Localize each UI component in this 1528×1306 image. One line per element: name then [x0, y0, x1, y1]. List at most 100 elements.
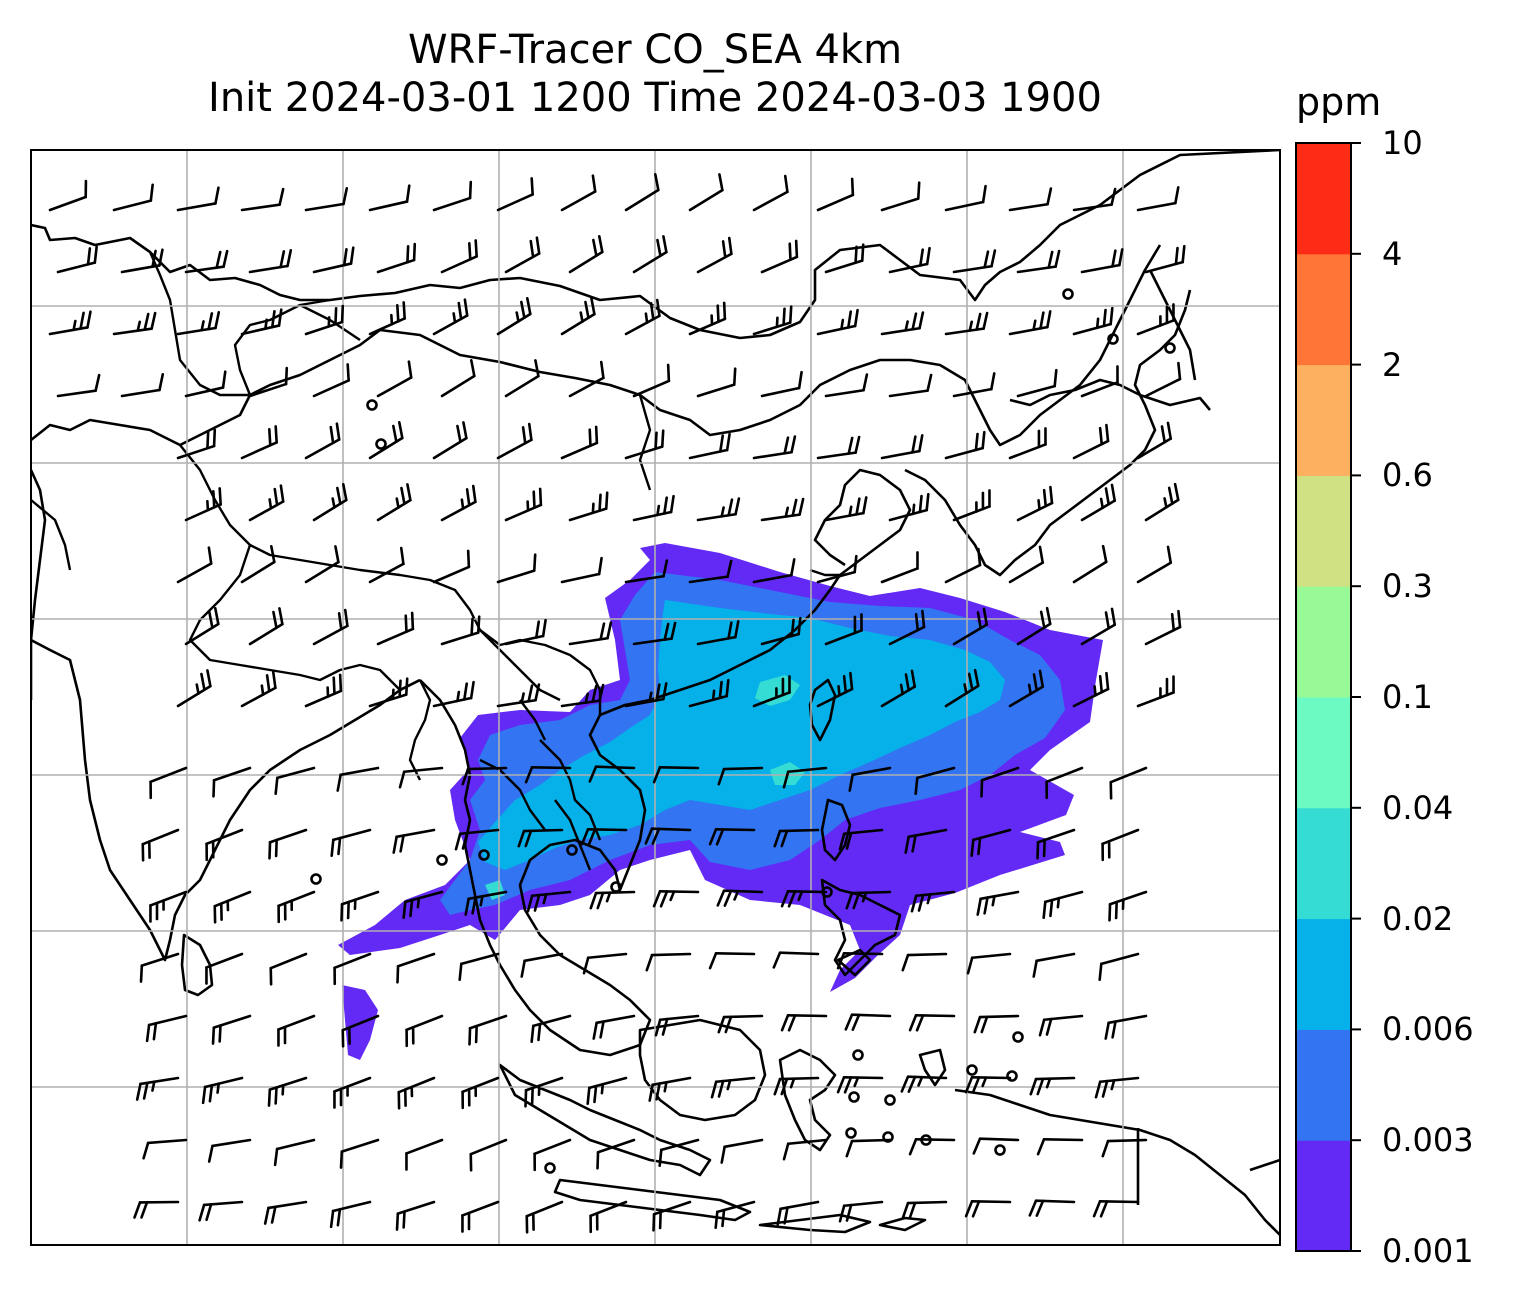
wind-barb-flag — [1105, 423, 1110, 443]
colorbar-segment — [1296, 475, 1351, 587]
wind-barb-flag — [278, 187, 285, 206]
wind-barb-flag — [520, 300, 526, 319]
wind-barb — [786, 766, 828, 774]
wind-barb-flag — [1092, 1200, 1102, 1218]
wind-barb-flag — [200, 672, 206, 692]
wind-barb-flag — [592, 238, 598, 257]
wind-barb-flag — [200, 320, 205, 332]
wind-barb — [1072, 203, 1113, 212]
wind-barb-flag — [456, 424, 462, 444]
wind-barb-flag — [469, 359, 476, 378]
wind-barb-flag — [143, 312, 150, 331]
wind-barb-flag — [201, 1085, 207, 1105]
wind-barb-flag — [591, 684, 598, 703]
colorbar-segment — [1296, 807, 1351, 920]
wind-barb-flag — [784, 506, 790, 518]
wind-barb-flag — [346, 363, 350, 382]
wind-barb — [376, 376, 413, 398]
wind-barb-flag — [900, 1075, 910, 1093]
wind-barb-flag — [268, 498, 273, 510]
wind-barb-flag — [466, 549, 471, 569]
wind-barb-flag — [845, 831, 853, 850]
wind-barb-flag — [1095, 317, 1100, 330]
wind-barb-flag — [205, 1203, 213, 1222]
wind-barb-flag — [669, 890, 676, 902]
wind-barb-flag — [848, 773, 854, 792]
calm-wind-circle — [566, 844, 578, 856]
wind-barb-flag — [925, 492, 930, 512]
wind-barb-flag — [1166, 545, 1173, 565]
wind-barb-flag — [853, 1076, 860, 1088]
wind-barb-flag — [1029, 1077, 1038, 1096]
wind-barb — [466, 766, 508, 771]
wind-barb-flag — [899, 683, 904, 696]
wind-barb-flag — [517, 829, 526, 848]
wind-barb-flag — [535, 620, 541, 639]
wind-barb — [722, 766, 764, 771]
wind-barb-flag — [1104, 611, 1111, 630]
wind-barb-flag — [412, 242, 417, 262]
title-line-1: WRF-Tracer CO_SEA 4km — [407, 27, 903, 73]
wind-barb-flag — [926, 373, 933, 392]
wind-barb-flag — [710, 1080, 718, 1099]
wind-barb-flag — [213, 607, 220, 626]
colorbar-tick-label: 0.04 — [1382, 788, 1454, 827]
wind-barb-flag — [525, 297, 532, 316]
wind-barb-flag — [717, 1079, 725, 1098]
wind-barb-flag — [274, 1086, 278, 1105]
colorbar-tick-label: 0.1 — [1382, 678, 1433, 716]
wind-barb-flag — [1101, 1079, 1109, 1098]
wind-barb — [906, 952, 948, 957]
wind-barb-flag — [400, 486, 406, 506]
wind-barb — [205, 952, 244, 969]
wind-barb-flag — [139, 964, 144, 983]
wind-barb — [816, 193, 855, 212]
wind-barb-flag — [399, 546, 405, 566]
colorbar — [1296, 142, 1361, 1252]
wind-barb — [432, 565, 471, 584]
wind-barb-flag — [720, 1145, 726, 1164]
wind-barb-flag — [790, 435, 797, 454]
wind-barb-flag — [724, 1015, 733, 1034]
colorbar-segment — [1296, 586, 1351, 698]
wind-barb-flag — [837, 685, 841, 697]
wind-barb-flag — [402, 900, 407, 920]
wind-barb-flag — [94, 373, 101, 392]
wind-barb-flag — [727, 498, 734, 517]
wind-barb-flag — [926, 893, 932, 905]
wind-barb-flag — [221, 370, 227, 389]
wind-barb-flag — [972, 1137, 982, 1155]
wind-barb-flag — [587, 828, 597, 846]
wind-barb — [1080, 381, 1119, 398]
wind-barb-flag — [207, 546, 213, 565]
wind-barb-flag — [981, 1076, 988, 1088]
wind-barb-flag — [715, 828, 725, 846]
wind-barb-flag — [93, 245, 98, 264]
wind-barb-flag — [1098, 426, 1104, 446]
wind-barb-flag — [783, 436, 790, 455]
wind-barb-flag — [396, 304, 400, 323]
wind-barb-flag — [390, 313, 394, 326]
wind-barb — [944, 200, 985, 212]
wind-barb-flag — [532, 490, 536, 510]
colorbar-tick-label: 0.001 — [1382, 1232, 1474, 1270]
wind-barb-flag — [152, 1022, 158, 1041]
wind-barb-flag — [535, 236, 541, 255]
calm-wind-circle — [544, 1162, 556, 1174]
wind-barb-flag — [402, 1210, 406, 1229]
wind-barb — [624, 188, 660, 212]
wind-barb-flag — [460, 498, 465, 510]
wind-barb-flag — [542, 893, 548, 905]
wind-barb — [624, 574, 665, 584]
wind-barb-flag — [1093, 685, 1097, 697]
wind-barb-flag — [787, 890, 797, 908]
wind-barb-flag — [845, 891, 854, 910]
wind-barb — [339, 766, 380, 777]
wind-barb-flag — [533, 893, 541, 912]
wind-barb-flag — [218, 487, 222, 506]
wind-barb-flag — [527, 422, 533, 442]
wind-barb-flag — [1170, 612, 1176, 632]
wind-barb-flag — [780, 1077, 789, 1096]
wind-barb-flag — [845, 1203, 853, 1222]
wind-barb-flag — [648, 1083, 654, 1102]
